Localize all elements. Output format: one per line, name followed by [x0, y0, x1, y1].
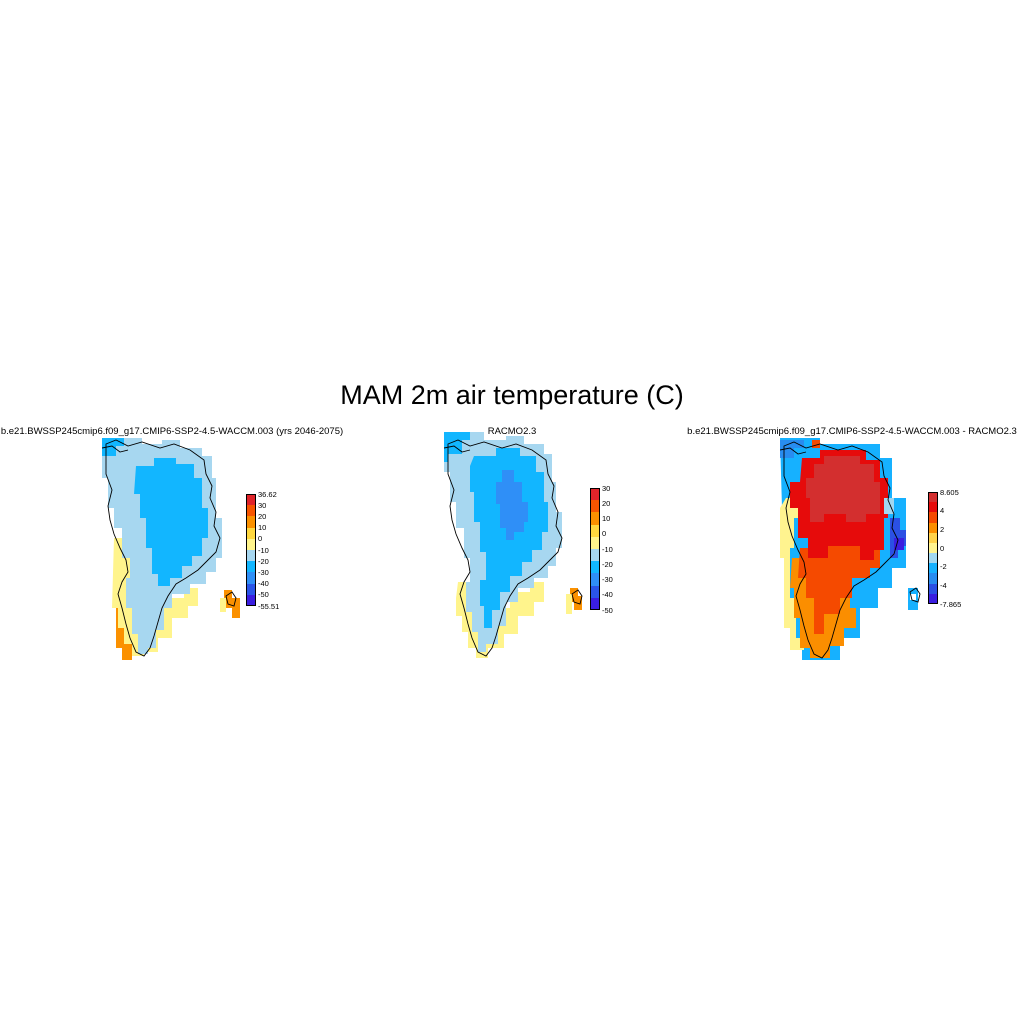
svalbard-mild-patch [220, 598, 226, 612]
svalbard-outline [571, 589, 583, 605]
figure-title: MAM 2m air temperature (C) [340, 380, 684, 410]
colorbar-frame [928, 492, 938, 604]
northern-max-warming [806, 456, 880, 522]
colorbar-racmo: 30 20 10 0 -10 -20 -30 -40 -50 [590, 484, 613, 615]
panel-title-difference: b.e21.BWSSP245cmip6.f09_g17.CMIP6-SSP2-4… [687, 426, 1017, 437]
colorbar-label: 10 [602, 514, 611, 523]
colorbar-label: 20 [258, 511, 267, 521]
interior-cold-region [134, 458, 208, 586]
greenland-field-difference [780, 438, 918, 660]
colorbar-frame [246, 494, 256, 606]
greenland-coastline [447, 439, 563, 657]
colorbar-label: -40 [602, 590, 613, 600]
colorbar-label: -55.51 [258, 601, 280, 611]
colorbar-label: 36.62 [258, 489, 277, 499]
colorbar-label: -10 [602, 544, 613, 554]
colorbar-label: -30 [602, 575, 613, 584]
interior-coldest-region [496, 470, 528, 540]
svalbard-mild-patch [566, 594, 572, 614]
map-difference [780, 438, 921, 660]
coastal-warm-band [780, 498, 804, 650]
map-model [102, 438, 240, 660]
colorbar-model: 36.62 30 20 10 0 -10 -20 -30 -40 -50 -55.51 [246, 490, 279, 611]
colorbar-label: -4 [940, 580, 947, 590]
colorbar-difference: 8.605 4 2 0 -2 -4 -7.865 [928, 488, 961, 609]
colorbar-label: 30 [258, 500, 267, 510]
greenland-field-racmo [444, 432, 582, 658]
colorbar-label: -30 [258, 567, 269, 577]
greenland-coastline [105, 439, 221, 657]
colorbar-label: 0 [602, 529, 607, 539]
northwest-ocean-patch [444, 432, 470, 462]
colorbar-label: -50 [602, 605, 613, 615]
colorbar-label: 2 [940, 524, 945, 534]
eastern-mild-patch [884, 498, 894, 514]
colorbar-label: 10 [258, 523, 267, 533]
svalbard-outline [909, 587, 921, 603]
map-racmo [444, 432, 583, 658]
eastern-cooling-core [894, 538, 904, 550]
svalbard-coast-patch [224, 590, 240, 618]
colorbar-label: 30 [602, 483, 611, 493]
greenland-coastline [783, 441, 899, 659]
colorbar-label: 0 [258, 534, 263, 544]
colorbar-label: 20 [602, 498, 611, 508]
colorbar-label: -10 [258, 545, 269, 555]
colorbar-label: 8.605 [940, 487, 959, 497]
colorbar-label: -20 [602, 559, 613, 569]
colorbar-label: 0 [940, 543, 945, 553]
colorbar-label: -7.865 [940, 599, 962, 609]
southern-strong-warming [798, 534, 880, 634]
colorbar-frame [590, 488, 600, 610]
svalbard-outline [225, 591, 237, 607]
panel-title-model: b.e21.BWSSP245cmip6.f09_g17.CMIP6-SSP2-4… [0, 426, 344, 437]
colorbar-label: -2 [940, 562, 947, 572]
northwest-coast-line [102, 445, 129, 453]
colorbar-label: -20 [258, 556, 269, 566]
greenland-field-model [102, 438, 240, 660]
colorbar-label: -50 [258, 590, 269, 600]
northwest-coast-line [444, 445, 471, 453]
colorbar-label: -40 [258, 579, 269, 589]
panel-title-racmo: RACMO2.3 [487, 426, 537, 437]
northwest-coast-line [780, 447, 807, 455]
colorbar-label: 4 [940, 506, 945, 516]
